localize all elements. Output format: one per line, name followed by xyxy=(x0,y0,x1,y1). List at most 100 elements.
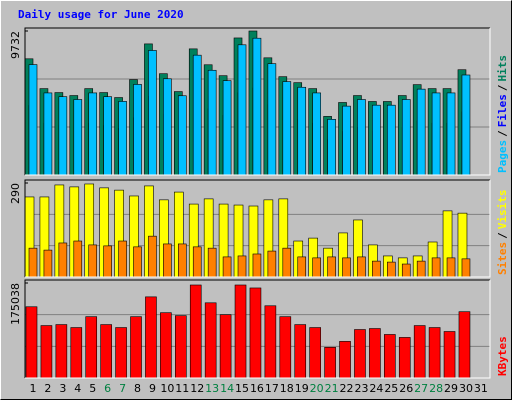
x-tick-label: 5 xyxy=(89,382,96,395)
x-tick-label: 28 xyxy=(429,382,443,395)
bar xyxy=(279,316,292,379)
bar xyxy=(401,99,411,176)
x-tick-label: 3 xyxy=(59,382,66,395)
bar xyxy=(297,86,307,176)
bar xyxy=(324,347,336,379)
bar xyxy=(264,305,277,379)
bar xyxy=(461,74,471,176)
bar xyxy=(28,247,38,278)
bar xyxy=(357,256,366,278)
bar xyxy=(145,296,157,379)
legend-entry: KBytes xyxy=(496,336,509,376)
bar xyxy=(267,250,277,278)
x-tick-label: 15 xyxy=(235,382,249,395)
bar xyxy=(342,105,351,176)
x-tick-label: 8 xyxy=(134,382,141,395)
legend-entry: Visits xyxy=(496,190,509,230)
bar xyxy=(28,64,38,176)
bar xyxy=(416,260,426,278)
x-tick-label: 4 xyxy=(74,382,81,395)
bar xyxy=(252,37,262,176)
bar xyxy=(267,63,277,176)
bar xyxy=(312,257,321,278)
bar xyxy=(372,104,381,176)
legend: Sites / Visits xyxy=(496,190,509,276)
x-tick-label: 2 xyxy=(44,382,51,395)
panel-border xyxy=(25,280,491,379)
bar xyxy=(88,92,98,176)
bar xyxy=(327,256,336,278)
bar xyxy=(103,96,112,176)
bar xyxy=(160,312,172,379)
bar xyxy=(458,311,471,379)
bar xyxy=(309,327,321,379)
bar xyxy=(204,302,217,379)
bar xyxy=(431,92,441,176)
x-tick-label: 11 xyxy=(175,382,189,395)
bar xyxy=(431,257,441,278)
bar xyxy=(189,284,202,379)
x-tick-label: 26 xyxy=(399,382,413,395)
bar xyxy=(103,245,112,278)
x-tick-label: 24 xyxy=(369,382,383,395)
bar xyxy=(207,247,217,278)
x-tick-label: 6 xyxy=(104,382,111,395)
legend-entry: Files xyxy=(496,94,509,127)
bar xyxy=(384,334,396,379)
bar xyxy=(398,337,411,379)
bar xyxy=(192,246,202,278)
x-tick-label: 10 xyxy=(160,382,174,395)
x-tick-label: 29 xyxy=(444,382,458,395)
bar xyxy=(372,260,381,278)
bar xyxy=(222,256,232,278)
bar xyxy=(70,327,83,379)
x-tick-label: 20 xyxy=(310,382,324,395)
bar xyxy=(25,306,38,379)
bar xyxy=(222,80,232,176)
chart-title: Daily usage for June 2020 xyxy=(18,8,184,21)
bar xyxy=(55,324,68,379)
legend-entry: Sites xyxy=(496,242,509,275)
bar xyxy=(118,101,127,176)
bar xyxy=(175,315,187,379)
y-tick-label: 9732 xyxy=(9,31,22,59)
x-tick-label: 17 xyxy=(265,382,279,395)
bar xyxy=(401,263,411,278)
bar xyxy=(163,78,172,176)
bar xyxy=(43,249,53,278)
y-tick-label: 175038 xyxy=(9,283,22,325)
legend-entry: Hits xyxy=(496,55,509,82)
bar xyxy=(461,258,471,278)
x-tick-label: 23 xyxy=(354,382,368,395)
x-tick-label: 16 xyxy=(250,382,264,395)
legend-separator: / xyxy=(496,84,509,91)
bar xyxy=(234,284,247,379)
bar xyxy=(237,44,247,176)
bar xyxy=(387,261,396,278)
x-tick-label: 1 xyxy=(30,382,37,395)
bar xyxy=(446,257,456,278)
bar xyxy=(148,235,157,278)
panel-border xyxy=(25,180,491,278)
bar xyxy=(192,54,202,176)
bar xyxy=(163,243,172,278)
x-tick-label: 18 xyxy=(280,382,294,395)
bar xyxy=(342,257,351,278)
x-tick-label: 25 xyxy=(384,382,398,395)
bar xyxy=(178,243,187,278)
bar xyxy=(207,69,217,176)
legend: Pages / Files / Hits xyxy=(496,55,509,173)
bar xyxy=(73,99,83,176)
x-tick-label: 14 xyxy=(220,382,234,395)
panel-border xyxy=(24,27,490,175)
bar xyxy=(130,316,142,379)
panel-border xyxy=(24,179,490,277)
bar xyxy=(354,329,366,379)
bar xyxy=(85,316,98,379)
bar xyxy=(312,92,321,176)
bar xyxy=(357,99,366,176)
bar xyxy=(43,92,53,176)
bar xyxy=(413,325,426,379)
